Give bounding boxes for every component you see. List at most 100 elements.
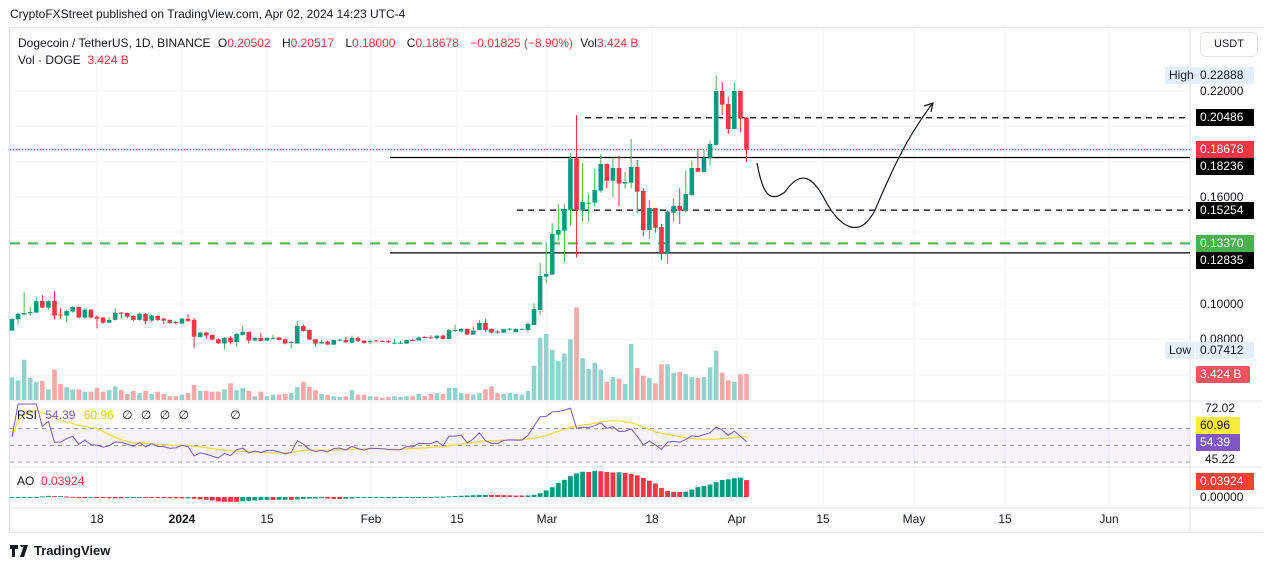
symbol-legend: Dogecoin / TetherUS, 1D, BINANCE O0.2050… — [18, 36, 646, 50]
brand-name: TradingView — [34, 543, 111, 558]
candle-body — [70, 306, 75, 312]
candle — [562, 204, 567, 263]
candle-body — [513, 328, 519, 333]
price-tick: 0.10000 — [1200, 297, 1244, 311]
ao-bar — [707, 484, 713, 497]
candle — [46, 299, 51, 310]
candle — [143, 312, 148, 325]
ao-bar — [264, 497, 270, 500]
candle — [398, 340, 403, 344]
candle-body — [125, 312, 130, 317]
volume-bar — [537, 337, 543, 400]
candle — [240, 325, 245, 336]
candle — [252, 337, 258, 342]
volume-bar — [549, 349, 555, 400]
volume-bar — [513, 393, 519, 400]
volume-legend-label[interactable]: Vol · DOGE — [18, 53, 81, 67]
volume-bar — [15, 380, 21, 400]
candle-body — [161, 318, 167, 321]
tradingview-logo[interactable]: TradingView — [10, 543, 110, 558]
rsi-pane — [10, 403, 1190, 463]
volume-bar — [185, 393, 191, 400]
candle — [222, 337, 227, 350]
candle-body — [713, 91, 719, 146]
candle-body — [422, 337, 428, 339]
candle-body — [228, 337, 233, 342]
ao-bar — [483, 494, 488, 497]
currency-button[interactable]: USDT — [1200, 32, 1258, 57]
candle — [137, 312, 142, 321]
close-label: C — [406, 36, 416, 50]
candle — [301, 324, 306, 332]
volume-bar — [434, 393, 440, 400]
ao-pane — [9, 470, 749, 502]
ao-bar — [379, 497, 385, 498]
ao-bar — [100, 497, 106, 499]
candle — [719, 81, 725, 116]
volume-bar — [210, 391, 215, 400]
candle-body — [386, 341, 391, 343]
candle — [422, 336, 428, 339]
ao-bar — [252, 497, 258, 501]
volume-bar — [331, 396, 337, 400]
candle — [410, 338, 415, 342]
candle-body — [616, 167, 622, 184]
candle-body — [446, 329, 452, 339]
volume-bar — [246, 390, 252, 400]
rsi-label[interactable]: RSI — [17, 408, 38, 422]
volume-bar — [191, 384, 197, 400]
candle — [653, 207, 658, 233]
last-price-tag: 0.18678 — [1196, 141, 1254, 158]
volume-bar — [125, 393, 130, 400]
ao-bar — [124, 497, 130, 498]
candle-body — [222, 337, 227, 344]
candle-body — [301, 325, 306, 331]
ao-bar — [574, 473, 579, 497]
volume-bar — [367, 396, 373, 400]
ao-bar — [458, 495, 464, 497]
ao-bar — [337, 497, 343, 500]
volume-bar — [179, 394, 185, 400]
ao-bar — [659, 487, 664, 497]
ao-bar — [203, 497, 209, 500]
ao-bar — [713, 482, 719, 497]
candle-body — [677, 205, 682, 211]
candle — [659, 223, 664, 261]
symbol-name[interactable]: Dogecoin / TetherUS, 1D, BINANCE — [18, 36, 211, 50]
time-tick: 15 — [450, 512, 464, 526]
ao-bar — [167, 497, 173, 499]
candle-body — [458, 328, 464, 332]
ao-bar — [46, 495, 51, 497]
volume-bar — [725, 380, 731, 400]
candle — [683, 170, 689, 213]
candle — [604, 163, 610, 189]
candle — [428, 335, 434, 339]
candle — [580, 163, 585, 222]
rsi-band-fill — [10, 428, 1190, 462]
ao-label[interactable]: AO — [17, 474, 35, 488]
ao-bar — [361, 497, 367, 499]
candle-body — [94, 316, 100, 319]
arrow-head-icon — [923, 102, 934, 113]
ao-bar — [592, 470, 598, 497]
volume-bar — [422, 396, 428, 400]
candle-body — [519, 328, 525, 330]
candle — [610, 157, 616, 198]
ao-bar — [88, 497, 94, 498]
ao-bar — [744, 480, 749, 497]
candle-body — [434, 335, 440, 339]
candle-body — [604, 163, 610, 181]
candle — [695, 148, 701, 172]
candle — [70, 306, 75, 313]
candle — [464, 328, 470, 336]
volume-bar — [695, 377, 701, 400]
rsi-na-3: ∅ — [159, 408, 171, 422]
candle-body — [106, 319, 112, 323]
volume-bar — [659, 364, 664, 400]
volume-bar — [373, 396, 379, 400]
volume-bar — [355, 394, 361, 400]
price-tick: 0.22000 — [1200, 84, 1244, 98]
volume-bar — [598, 369, 604, 400]
candle — [155, 315, 160, 321]
